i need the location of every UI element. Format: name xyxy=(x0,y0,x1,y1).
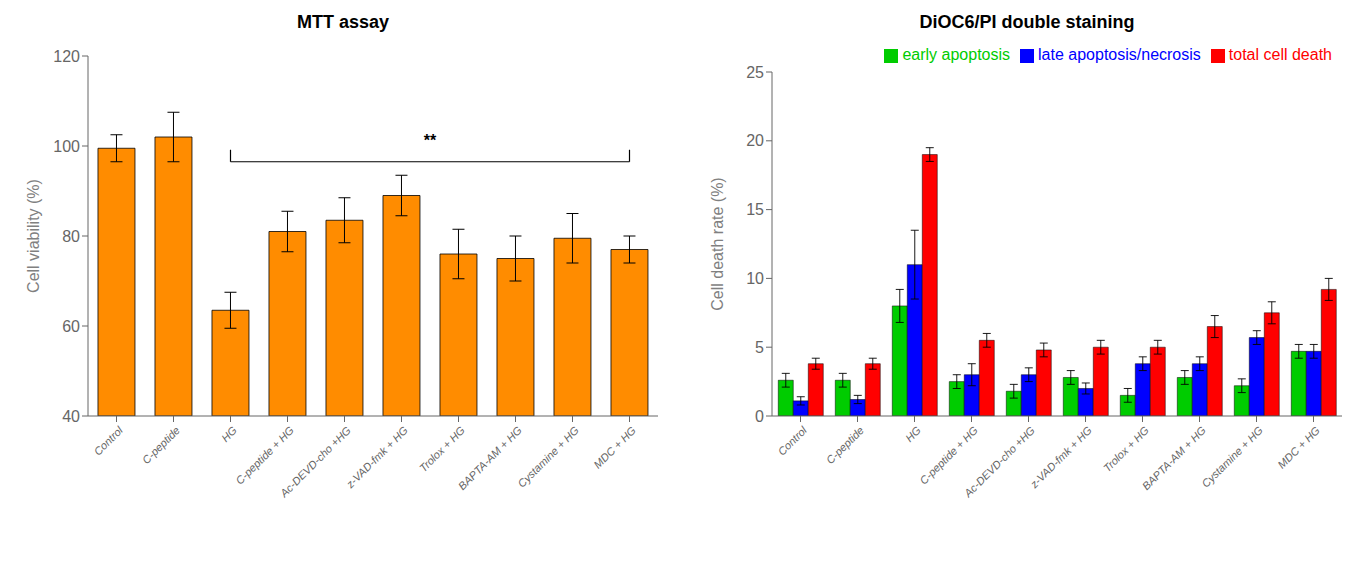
svg-text:10: 10 xyxy=(746,270,764,287)
svg-text:BAPTA-AM + HG: BAPTA-AM + HG xyxy=(456,424,525,493)
svg-text:Control: Control xyxy=(91,424,125,458)
svg-text:5: 5 xyxy=(755,339,764,356)
svg-text:Cystamine + HG: Cystamine + HG xyxy=(1199,424,1265,490)
svg-text:Cell viability (%): Cell viability (%) xyxy=(25,179,42,293)
svg-text:20: 20 xyxy=(746,132,764,149)
svg-text:HG: HG xyxy=(219,424,239,444)
svg-text:100: 100 xyxy=(53,138,80,155)
svg-text:MDC + HG: MDC + HG xyxy=(591,424,638,471)
html-text:early apoptosis: early apoptosis xyxy=(902,46,1010,63)
svg-text:C-peptide: C-peptide xyxy=(140,424,182,466)
svg-text:Control: Control xyxy=(775,424,809,458)
html-text:MTT assay: MTT assay xyxy=(297,12,389,32)
svg-text:C-peptide + HG: C-peptide + HG xyxy=(233,424,296,487)
svg-text:MDC + HG: MDC + HG xyxy=(1275,424,1322,471)
svg-text:z-VAD-fmk + HG: z-VAD-fmk + HG xyxy=(343,424,410,491)
svg-text:HG: HG xyxy=(903,424,923,444)
svg-text:z-VAD-fmk + HG: z-VAD-fmk + HG xyxy=(1027,424,1094,491)
svg-text:120: 120 xyxy=(53,48,80,65)
svg-text:40: 40 xyxy=(62,408,80,425)
svg-text:Ac-DEVD-cho +HG: Ac-DEVD-cho +HG xyxy=(961,424,1037,500)
html-text:total cell death: total cell death xyxy=(1228,46,1332,63)
svg-text:Trolox + HG: Trolox + HG xyxy=(1101,424,1151,474)
html-text:late apoptosis/necrosis: late apoptosis/necrosis xyxy=(1038,46,1201,63)
html-text:DiOC6/PI double staining: DiOC6/PI double staining xyxy=(919,12,1135,32)
svg-text:60: 60 xyxy=(62,318,80,335)
svg-text:Ac-DEVD-cho +HG: Ac-DEVD-cho +HG xyxy=(277,424,353,500)
svg-text:C-peptide: C-peptide xyxy=(824,424,866,466)
svg-text:Cystamine + HG: Cystamine + HG xyxy=(515,424,581,490)
svg-text:**: ** xyxy=(424,132,437,149)
svg-text:80: 80 xyxy=(62,228,80,245)
svg-text:Trolox + HG: Trolox + HG xyxy=(417,424,467,474)
svg-text:0: 0 xyxy=(755,408,764,425)
svg-text:Cell death rate (%): Cell death rate (%) xyxy=(709,177,726,310)
svg-text:25: 25 xyxy=(746,64,764,81)
svg-text:15: 15 xyxy=(746,201,764,218)
svg-text:BAPTA-AM + HG: BAPTA-AM + HG xyxy=(1140,424,1209,493)
svg-text:C-peptide + HG: C-peptide + HG xyxy=(917,424,980,487)
